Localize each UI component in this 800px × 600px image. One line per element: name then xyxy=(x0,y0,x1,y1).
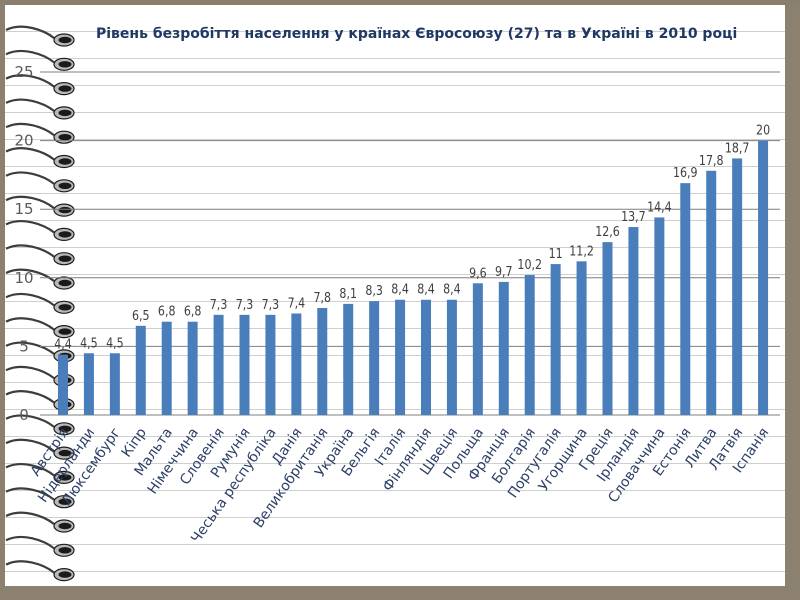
bar xyxy=(369,301,380,415)
bar-value-label: 13,7 xyxy=(621,209,646,224)
bar xyxy=(628,227,639,415)
bar-value-label: 8,4 xyxy=(417,282,435,297)
bar-value-label: 4,5 xyxy=(80,335,98,350)
bar xyxy=(498,281,509,415)
bar xyxy=(317,307,328,415)
bar-value-label: 9,7 xyxy=(495,264,513,279)
bar-value-label: 8,3 xyxy=(365,283,383,298)
bar-value-label: 16,9 xyxy=(673,165,698,180)
bar-value-label: 6,5 xyxy=(132,308,150,323)
spiral-binding xyxy=(5,25,75,582)
bar xyxy=(265,314,276,415)
bar xyxy=(732,158,743,415)
bar-value-label: 12,6 xyxy=(595,224,620,239)
bar-value-label: 7,3 xyxy=(236,297,254,312)
bar-value-label: 14,4 xyxy=(647,200,672,215)
bar xyxy=(472,283,483,415)
bar xyxy=(58,354,68,415)
bar xyxy=(654,217,665,415)
bar-value-label: 8,1 xyxy=(339,286,357,301)
bar-value-label: 18,7 xyxy=(725,141,750,156)
bar-value-label: 4,5 xyxy=(106,335,124,350)
bar-value-label: 7,8 xyxy=(314,290,332,305)
bar xyxy=(550,264,561,415)
bar xyxy=(421,299,431,415)
notebook-paper xyxy=(5,5,785,586)
bar-value-label: 20 xyxy=(756,123,770,138)
y-tick-label: 25 xyxy=(14,63,33,81)
bar-value-label: 7,4 xyxy=(288,296,306,311)
bar xyxy=(161,321,172,415)
bar xyxy=(395,299,406,415)
bar-value-label: 11,2 xyxy=(569,243,594,258)
bar-value-label: 9,6 xyxy=(469,265,487,280)
bar xyxy=(109,353,120,415)
y-tick-label: 15 xyxy=(14,200,33,218)
bar-value-label: 7,3 xyxy=(262,297,280,312)
bar xyxy=(187,321,198,415)
bar-value-label: 8,4 xyxy=(443,282,461,297)
bar xyxy=(291,313,302,415)
bar xyxy=(213,314,224,415)
bar xyxy=(83,353,94,415)
bar xyxy=(602,242,613,415)
bar-value-label: 8,4 xyxy=(391,282,409,297)
bar-value-label: 10,2 xyxy=(517,257,542,272)
bar xyxy=(135,325,146,415)
bar xyxy=(239,314,250,415)
bar xyxy=(680,183,691,415)
bar xyxy=(758,140,769,415)
y-tick-label: 5 xyxy=(19,337,29,355)
y-tick-label: 20 xyxy=(14,132,33,150)
bar-value-label: 4,4 xyxy=(54,337,72,352)
bar xyxy=(446,299,457,415)
bar xyxy=(576,261,587,415)
bar-value-label: 17,8 xyxy=(699,153,724,168)
bar-value-label: 7,3 xyxy=(210,297,228,312)
bar-value-label: 6,8 xyxy=(184,304,202,319)
bar-value-label: 11 xyxy=(549,246,563,261)
bar-value-label: 6,8 xyxy=(158,304,176,319)
bar xyxy=(524,275,535,415)
y-tick-label: 0 xyxy=(19,406,29,424)
y-tick-label: 10 xyxy=(14,269,33,287)
frame-top xyxy=(0,0,800,5)
bar xyxy=(706,170,717,415)
bar xyxy=(343,303,354,415)
chart-title: Рівень безробіття населення у країнах Єв… xyxy=(96,26,738,42)
